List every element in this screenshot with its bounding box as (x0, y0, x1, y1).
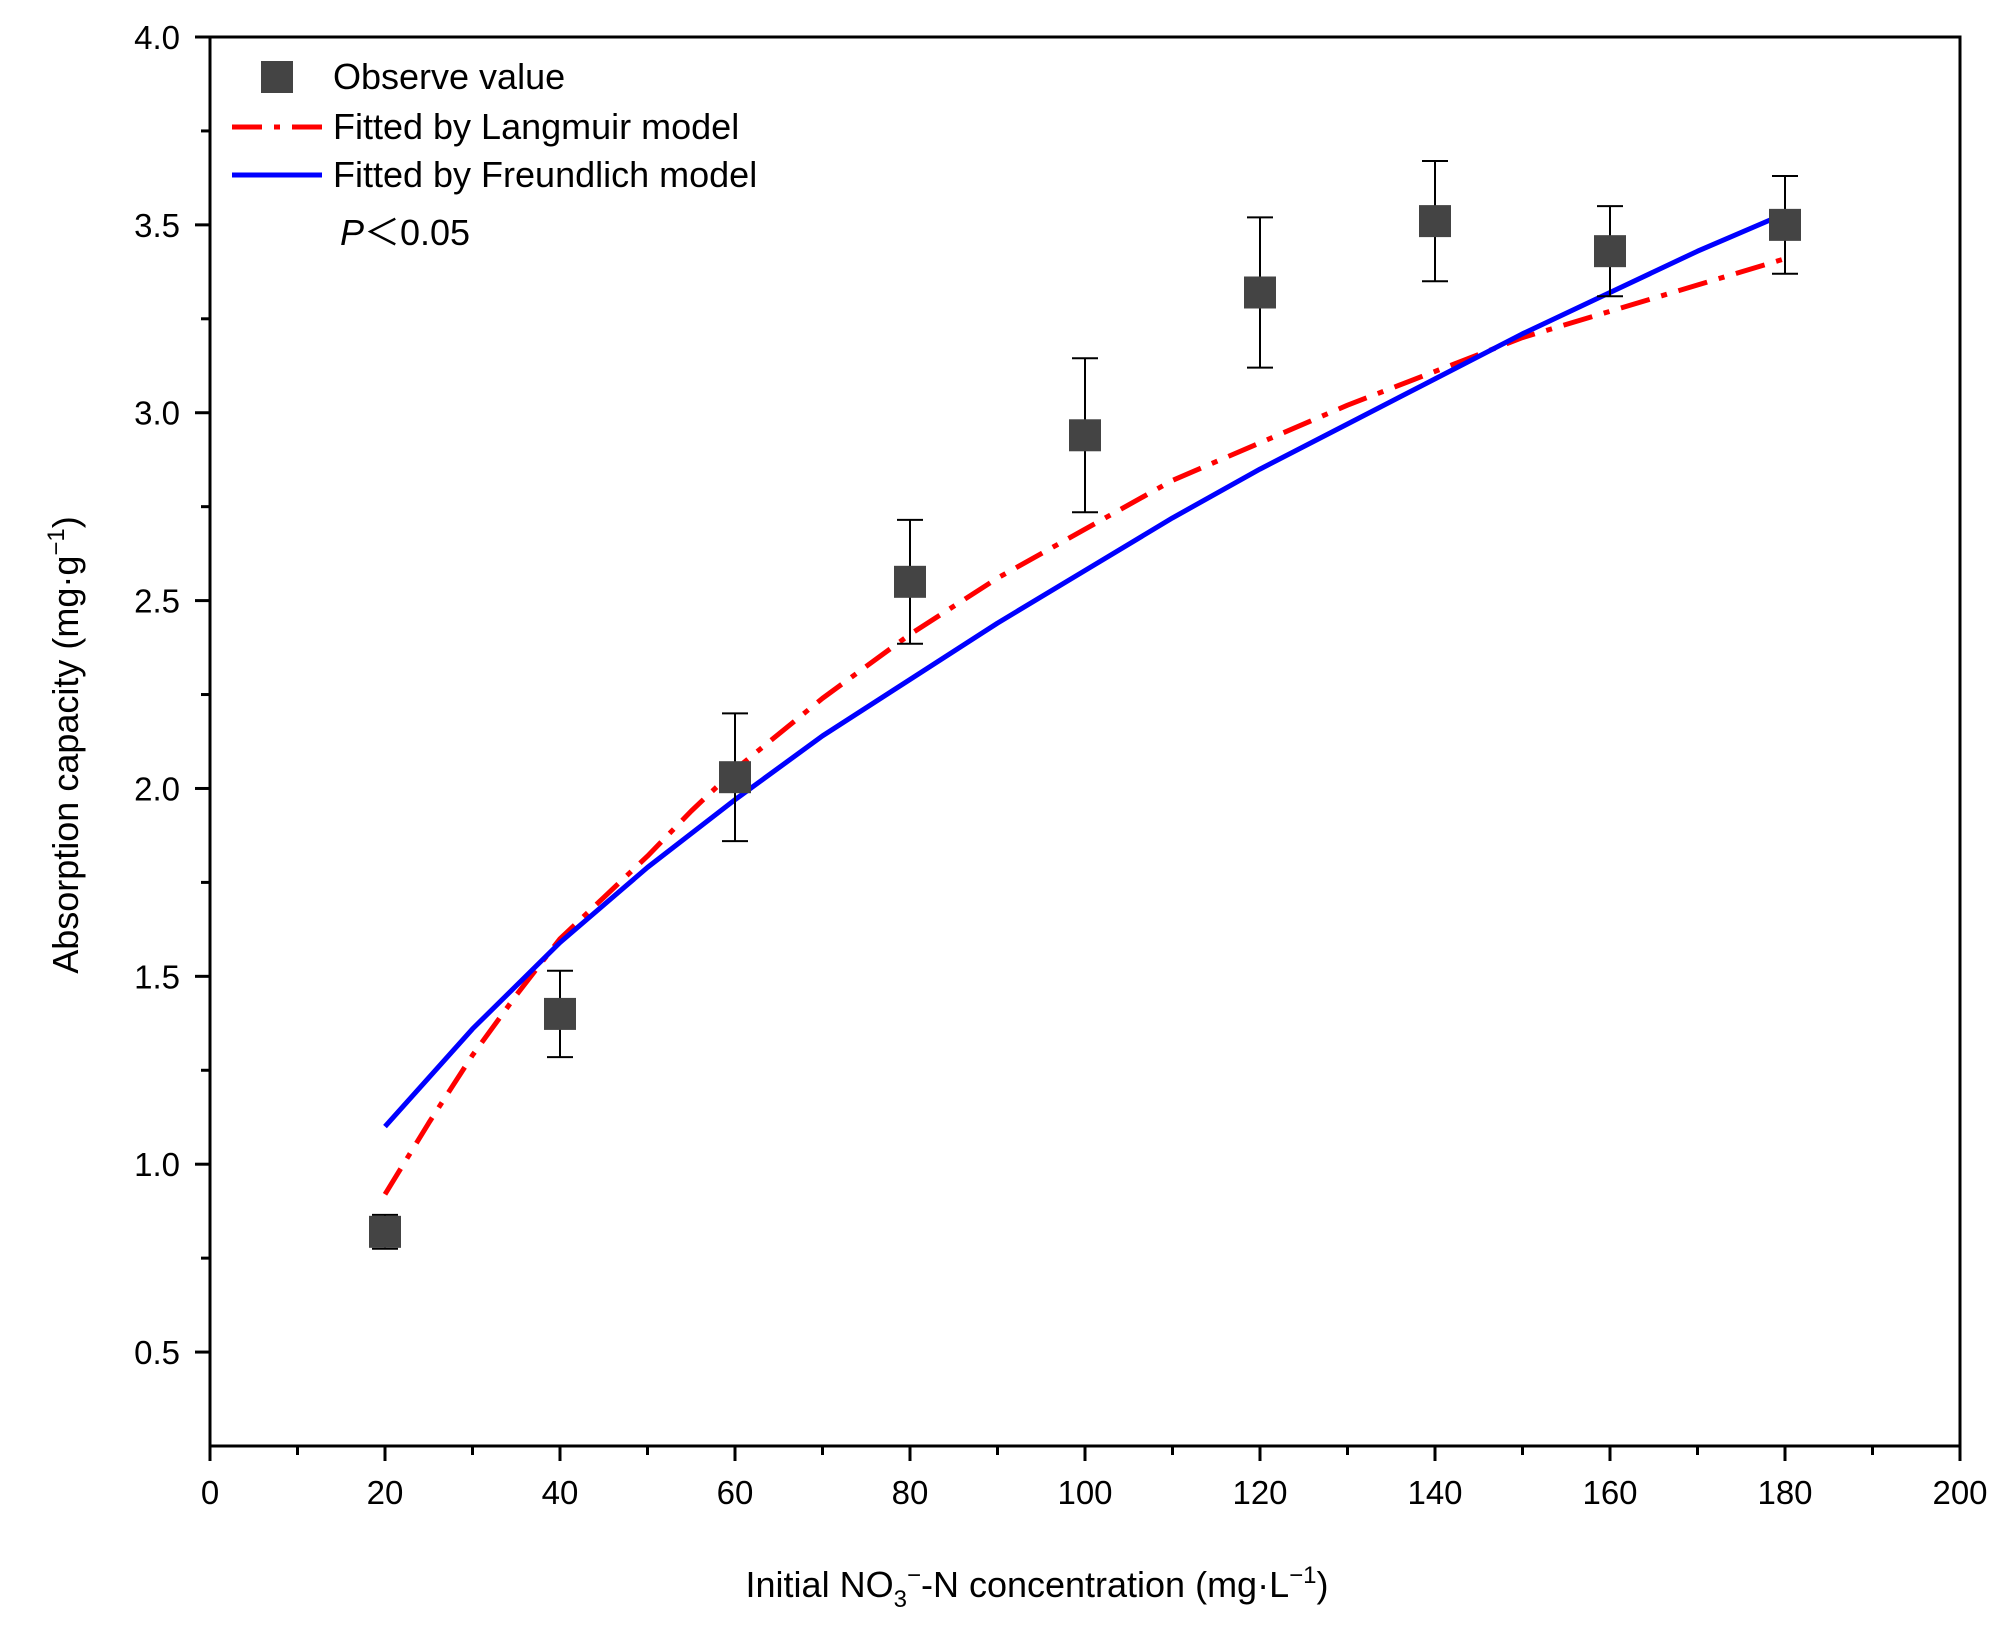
legend-entry-freundlich: Fitted by Freundlich model (333, 154, 757, 195)
y-tick-label: 4.0 (134, 19, 180, 56)
y-tick-label: 3.5 (134, 207, 180, 244)
y-tick-label: 0.5 (134, 1334, 180, 1371)
observed-point (894, 565, 926, 598)
y-tick-label: 2.5 (134, 583, 180, 620)
x-tick-label: 120 (1232, 1474, 1287, 1511)
freundlich-fit-line (383, 211, 1786, 1129)
observed-point (544, 997, 576, 1030)
x-tick-label: 40 (542, 1474, 579, 1511)
observed-point (1419, 205, 1451, 238)
plot-area (369, 159, 1801, 1250)
y-tick-label: 2.0 (134, 770, 180, 807)
observed-point (369, 1215, 401, 1248)
x-tick-label: 20 (367, 1474, 404, 1511)
y-axis-title: Absorption capacity (mg·g−1) (43, 516, 86, 974)
observed-point (1069, 419, 1101, 452)
legend-entry-langmuir: Fitted by Langmuir model (333, 106, 739, 147)
x-tick-label: 60 (717, 1474, 754, 1511)
x-axis-title: Initial NO3−-N concentration (mg·L−1) (746, 1562, 1329, 1613)
legend-entry-observed: Observe value (333, 56, 565, 97)
y-tick-label: 3.0 (134, 395, 180, 432)
observed-point (1244, 276, 1276, 309)
x-tick-label: 140 (1407, 1474, 1462, 1511)
legend: Observe value Fitted by Langmuir model Fit… (232, 56, 757, 195)
x-tick-label: 0 (201, 1474, 219, 1511)
x-tick-label: 200 (1932, 1474, 1987, 1511)
x-tick-label: 80 (892, 1474, 929, 1511)
x-tick-label: 180 (1757, 1474, 1812, 1511)
x-tick-label: 160 (1582, 1474, 1637, 1511)
observed-point (1594, 235, 1626, 268)
legend-marker-square (261, 61, 293, 93)
y-tick-label: 1.0 (134, 1146, 180, 1183)
y-tick-label: 1.5 (134, 958, 180, 995)
x-tick-label: 100 (1057, 1474, 1112, 1511)
axes: 0 20 40 60 80 100 120 140 160 180 200 0.5 1.0 1.5 2.0 2… (134, 19, 1987, 1511)
significance-annotation: P＜0.05 (340, 212, 470, 253)
observed-point (719, 761, 751, 794)
observed-point (1769, 208, 1801, 241)
